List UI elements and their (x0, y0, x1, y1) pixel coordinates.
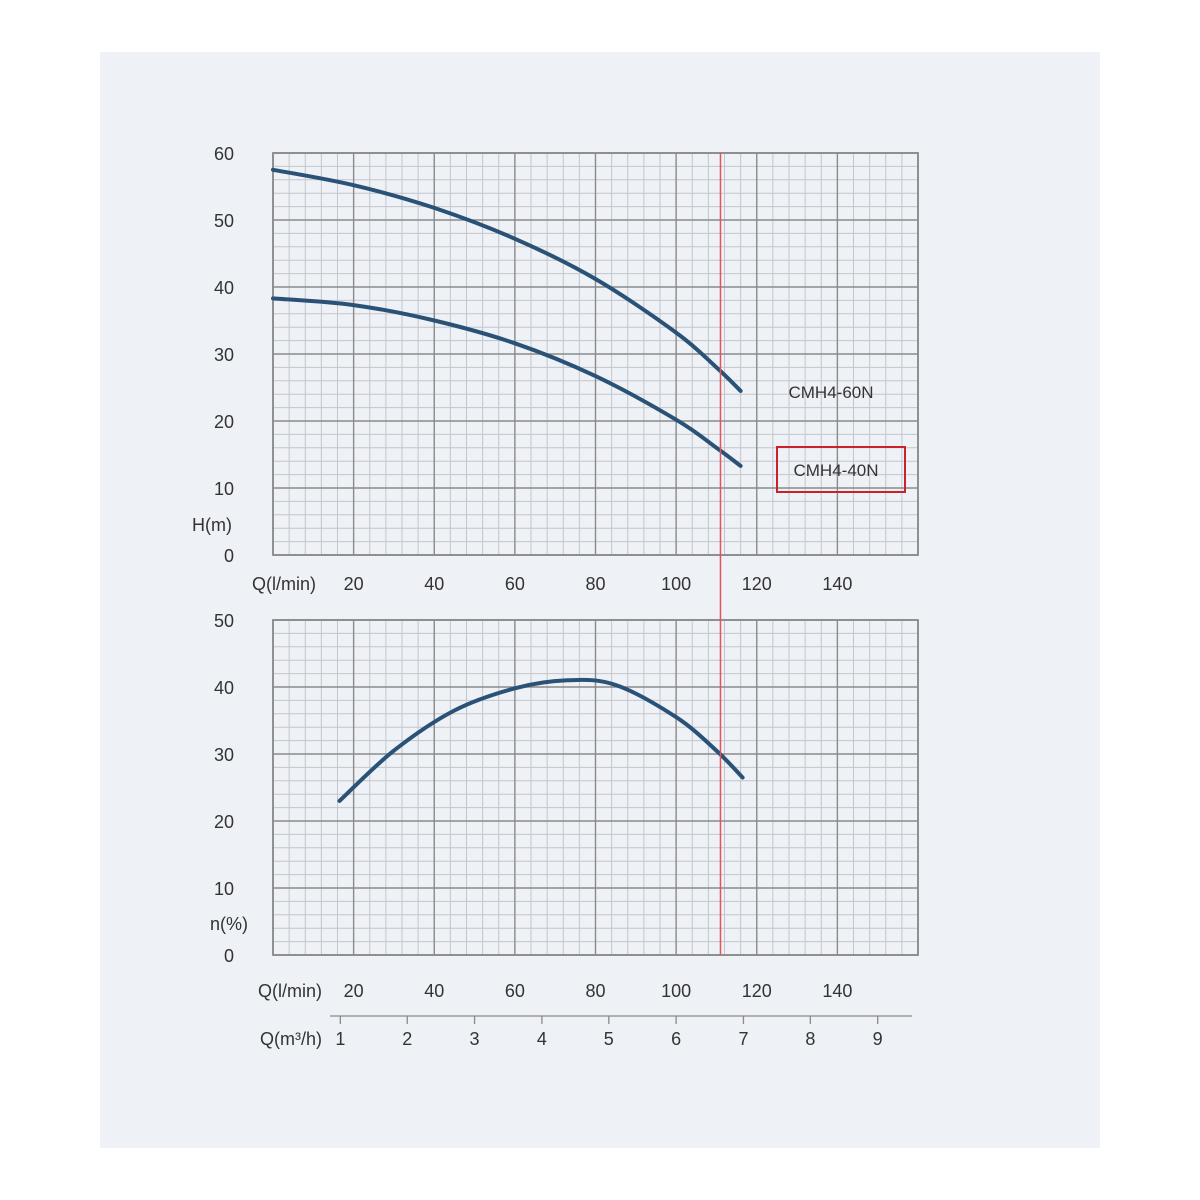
head-plot-frame (272, 152, 919, 556)
flow-m3h-tick-label: 2 (402, 1029, 412, 1049)
head-x-tick-label: 100 (661, 574, 691, 594)
head-x-tick-label: 140 (822, 574, 852, 594)
eff-grid (272, 619, 919, 956)
head-x-tick-label: 40 (424, 574, 444, 594)
flow-m3h-tick-label: 7 (738, 1029, 748, 1049)
head-curve-series-2 (271, 296, 743, 468)
head-x-tick-label: 60 (505, 574, 525, 594)
head-y-tick-label: 40 (214, 278, 234, 298)
eff-x-tick-label: 40 (424, 981, 444, 1001)
eff-y-tick-label: 40 (214, 678, 234, 698)
eff-x-tick-label: 60 (505, 981, 525, 1001)
head-x-axis-label: Q(l/min) (252, 574, 316, 594)
head-y-tick-label: 0 (224, 546, 234, 566)
head-y-tick-label: 10 (214, 479, 234, 499)
head-y-tick-label: 30 (214, 345, 234, 365)
eff-x-tick-label: 120 (742, 981, 772, 1001)
head-x-tick-label: 120 (742, 574, 772, 594)
efficiency-curve-series-1 (337, 677, 745, 803)
highlight-box (776, 446, 906, 493)
eff-x-tick-label: 140 (822, 981, 852, 1001)
head-curve-series-1 (271, 167, 743, 393)
flow-m3h-tick-label: 4 (537, 1029, 547, 1049)
eff-plot-frame (272, 619, 919, 956)
flow-m3h-tick-label: 3 (470, 1029, 480, 1049)
head-x-tick-label: 80 (585, 574, 605, 594)
series-label-1: CMH4-60N (788, 383, 873, 402)
eff-y-axis-label: n(%) (210, 914, 248, 934)
eff-y-tick-label: 0 (224, 946, 234, 966)
head-y-tick-label: 20 (214, 412, 234, 432)
head-x-tick-label: 20 (344, 574, 364, 594)
eff-x-tick-label: 20 (344, 981, 364, 1001)
eff-y-tick-label: 50 (214, 611, 234, 631)
head-grid (272, 152, 919, 556)
flow-m3h-tick-label: 5 (604, 1029, 614, 1049)
eff-x-tick-label: 80 (585, 981, 605, 1001)
series-label-2: CMH4-40N (793, 461, 878, 480)
flow-m3h-tick-label: 6 (671, 1029, 681, 1049)
flow-m3h-tick-label: 8 (805, 1029, 815, 1049)
flow-m3h-tick-label: 9 (873, 1029, 883, 1049)
eff-x-tick-label: 100 (661, 981, 691, 1001)
head-y-tick-label: 50 (214, 211, 234, 231)
eff-x-axis-label: Q(l/min) (258, 981, 322, 1001)
eff-y-tick-label: 20 (214, 812, 234, 832)
eff-y-tick-label: 30 (214, 745, 234, 765)
chart-panel (100, 52, 1100, 1148)
head-y-axis-label: H(m) (192, 515, 232, 535)
flow-m3h-tick-label: 1 (335, 1029, 345, 1049)
head-y-tick-label: 60 (214, 144, 234, 164)
flow-m3h-axis-label: Q(m³/h) (260, 1029, 322, 1049)
eff-y-tick-label: 10 (214, 879, 234, 899)
